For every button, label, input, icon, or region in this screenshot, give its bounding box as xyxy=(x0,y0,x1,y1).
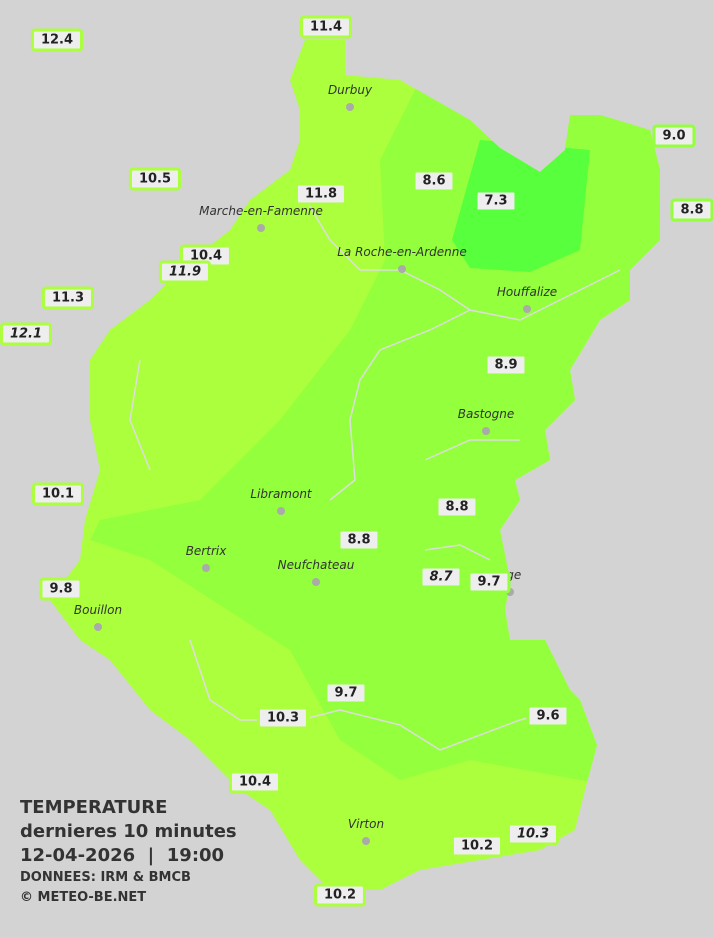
city-label: Durbuy xyxy=(327,83,373,97)
station-temperature: 8.8 xyxy=(670,198,713,222)
station-temperature: 10.4 xyxy=(228,770,282,794)
city-dot xyxy=(94,623,102,631)
city-dot xyxy=(346,103,354,111)
station-temperature: 10.5 xyxy=(128,167,182,191)
station-temperature: 10.2 xyxy=(450,834,504,858)
legend-datetime: 12-04-2026 | 19:00 xyxy=(20,845,225,866)
legend-source: DONNEES: IRM & BMCB xyxy=(20,870,191,885)
station-temperature: 9.7 xyxy=(324,681,368,705)
city-dot xyxy=(312,578,320,586)
city-dot xyxy=(523,305,531,313)
station-temperature: 8.9 xyxy=(484,353,528,377)
station-temperature: 11.9 xyxy=(158,260,212,284)
legend-title: TEMPERATURE xyxy=(20,797,168,818)
station-temperature: 9.8 xyxy=(39,577,83,601)
station-temperature: 10.3 xyxy=(506,822,560,846)
station-temperature: 10.1 xyxy=(31,482,85,506)
city-label: Bouillon xyxy=(73,603,123,617)
station-temperature: 11.3 xyxy=(41,286,95,310)
city-label: Virton xyxy=(347,817,385,831)
city-label: Neufchateau xyxy=(277,558,355,572)
city-label: Libramont xyxy=(250,487,312,501)
station-temperature: 11.4 xyxy=(299,15,353,39)
station-temperature: 7.3 xyxy=(474,189,518,213)
city-dot xyxy=(506,588,514,596)
city-label: Houffalize xyxy=(496,285,558,299)
station-temperature: 9.7 xyxy=(467,570,511,594)
city-label: Bastogne xyxy=(457,407,515,421)
station-temperature: 8.6 xyxy=(412,169,456,193)
city-dot xyxy=(362,837,370,845)
station-temperature: 12.4 xyxy=(30,28,84,52)
city-label: Bertrix xyxy=(185,544,227,558)
legend-subtitle: dernieres 10 minutes xyxy=(20,821,237,842)
station-temperature: 10.3 xyxy=(256,706,310,730)
city-dot xyxy=(482,427,490,435)
city-label: Marche-en-Famenne xyxy=(199,204,323,218)
station-temperature: 12.1 xyxy=(0,322,53,346)
station-temperature: 10.2 xyxy=(313,883,367,907)
city-dot xyxy=(277,507,285,515)
city-dot xyxy=(257,224,265,232)
city-label: La Roche-en-Ardenne xyxy=(337,245,467,259)
zone-cool xyxy=(452,140,590,272)
city-dot xyxy=(398,265,406,273)
station-temperature: 8.8 xyxy=(337,528,381,552)
station-temperature: 8.7 xyxy=(419,565,463,589)
legend-copyright: © METEO-BE.NET xyxy=(20,890,147,905)
station-temperature: 9.6 xyxy=(526,704,570,728)
station-temperature: 8.8 xyxy=(435,495,479,519)
station-temperature: 11.8 xyxy=(294,182,348,206)
legend: TEMPERATURE dernieres 10 minutes 12-04-2… xyxy=(20,796,237,908)
city-dot xyxy=(202,564,210,572)
rivers xyxy=(129,189,621,751)
station-temperature: 9.0 xyxy=(652,124,696,148)
